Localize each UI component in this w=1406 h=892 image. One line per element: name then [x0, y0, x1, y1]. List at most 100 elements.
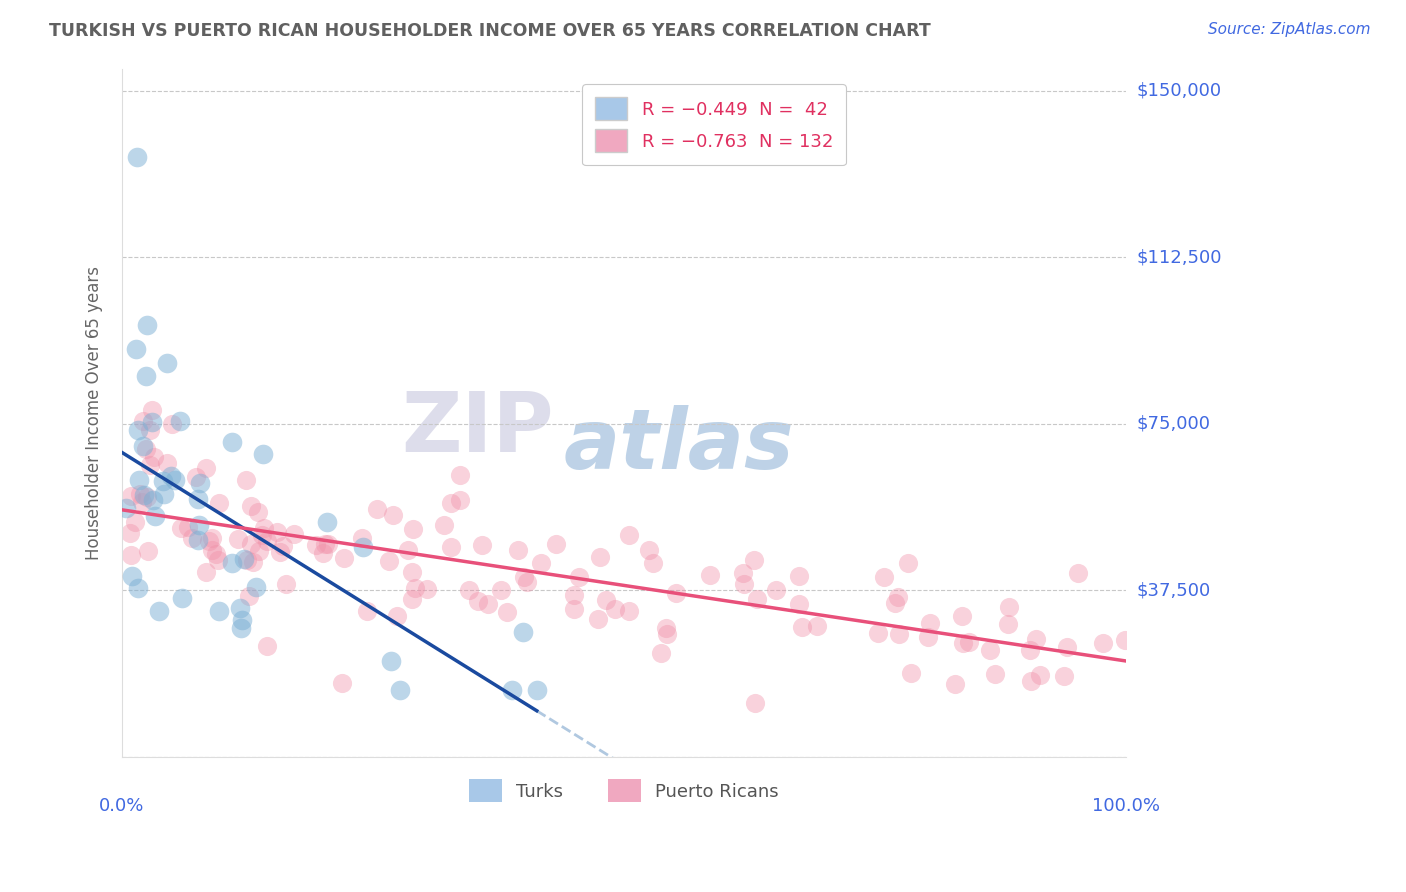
Point	[156, 457, 179, 471]
Point	[247, 505, 270, 519]
Point	[118, 525, 141, 540]
Point	[806, 619, 828, 633]
Point	[316, 537, 339, 551]
Point	[380, 654, 402, 668]
Point	[170, 521, 193, 535]
Point	[765, 582, 787, 597]
Point	[201, 543, 224, 558]
Point	[595, 592, 617, 607]
Point	[489, 582, 512, 597]
Point	[276, 576, 298, 591]
Point	[160, 469, 183, 483]
Point	[115, 501, 138, 516]
Point	[186, 470, 208, 484]
Point	[253, 521, 276, 535]
Point	[883, 596, 905, 610]
Point	[187, 533, 209, 547]
Point	[132, 414, 155, 428]
Point	[128, 474, 150, 488]
Point	[187, 492, 209, 507]
Point	[152, 487, 174, 501]
Point	[136, 490, 159, 504]
Point	[449, 493, 471, 508]
Point	[128, 487, 150, 501]
Point	[389, 683, 412, 698]
Point	[792, 620, 814, 634]
Point	[1053, 669, 1076, 683]
Point	[387, 609, 409, 624]
Point	[868, 625, 890, 640]
Point	[156, 356, 179, 370]
Point	[135, 369, 157, 384]
Point	[204, 547, 226, 561]
Point	[198, 534, 221, 549]
Point	[1019, 673, 1042, 688]
Point	[187, 517, 209, 532]
Point	[562, 588, 585, 602]
Point	[208, 496, 231, 510]
Point	[449, 468, 471, 483]
Legend: Turks, Puerto Ricans: Turks, Puerto Ricans	[461, 772, 786, 810]
Point	[586, 612, 609, 626]
Point	[242, 555, 264, 569]
Point	[163, 473, 186, 487]
Point	[404, 582, 426, 596]
Point	[141, 403, 163, 417]
Point	[148, 604, 170, 618]
Point	[457, 583, 479, 598]
Point	[998, 599, 1021, 614]
Point	[194, 565, 217, 579]
Point	[516, 575, 538, 590]
Point	[177, 520, 200, 534]
Point	[439, 496, 461, 510]
Point	[526, 683, 548, 698]
Point	[433, 517, 456, 532]
Point	[787, 569, 810, 583]
Point	[142, 493, 165, 508]
Point	[650, 646, 672, 660]
Point	[240, 537, 263, 551]
Point	[917, 630, 939, 644]
Text: 0.0%: 0.0%	[100, 797, 145, 814]
Point	[181, 531, 204, 545]
Point	[245, 580, 267, 594]
Point	[188, 476, 211, 491]
Point	[416, 582, 439, 596]
Point	[356, 604, 378, 618]
Point	[231, 613, 253, 627]
Point	[382, 508, 405, 523]
Point	[256, 533, 278, 548]
Point	[477, 597, 499, 611]
Point	[655, 621, 678, 635]
Point	[603, 602, 626, 616]
Point	[1019, 642, 1042, 657]
Point	[983, 666, 1005, 681]
Point	[997, 616, 1019, 631]
Text: atlas: atlas	[564, 405, 794, 486]
Point	[141, 415, 163, 429]
Point	[471, 538, 494, 552]
Point	[665, 586, 688, 600]
Text: $112,500: $112,500	[1137, 248, 1222, 266]
Y-axis label: Householder Income Over 65 years: Householder Income Over 65 years	[86, 266, 103, 559]
Point	[135, 442, 157, 457]
Point	[121, 569, 143, 583]
Point	[201, 531, 224, 545]
Point	[229, 621, 252, 635]
Point	[127, 423, 149, 437]
Point	[699, 567, 721, 582]
Text: 100.0%: 100.0%	[1091, 797, 1160, 814]
Point	[733, 577, 755, 591]
Point	[120, 548, 142, 562]
Point	[887, 590, 910, 604]
Point	[239, 499, 262, 513]
Point	[512, 625, 534, 640]
Point	[125, 342, 148, 356]
Point	[742, 553, 765, 567]
Point	[143, 450, 166, 464]
Point	[136, 544, 159, 558]
Point	[508, 542, 530, 557]
Point	[269, 545, 291, 559]
Point	[332, 676, 354, 690]
Point	[221, 556, 243, 570]
